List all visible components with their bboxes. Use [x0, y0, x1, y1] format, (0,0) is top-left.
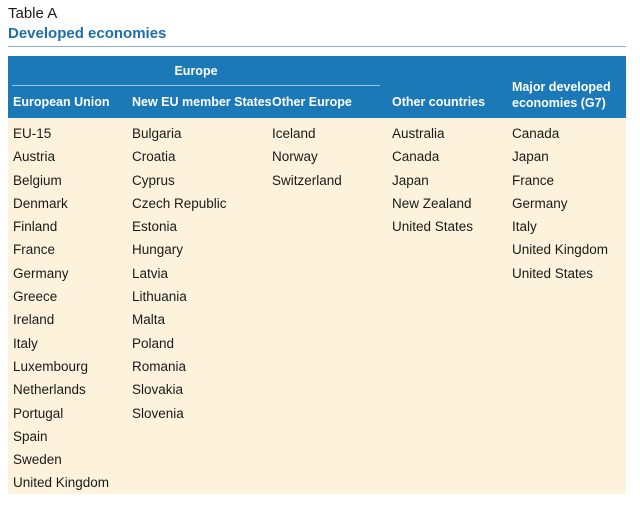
table-cell: Australia	[392, 126, 445, 141]
table-cell: Hungary	[132, 242, 184, 258]
column-header-other-countries: Other countries	[392, 95, 486, 109]
table-cell: Luxembourg	[13, 358, 89, 374]
table-cell: Ireland	[13, 312, 55, 328]
caption-divider	[8, 46, 626, 47]
table-cell: Japan	[512, 149, 549, 165]
table-cell: Japan	[392, 172, 429, 188]
table-cell: Germany	[512, 195, 568, 211]
table-cell: Austria	[13, 149, 56, 165]
table-cell: Lithuania	[132, 289, 187, 305]
table-cell: Sweden	[13, 452, 62, 468]
table-cell: Cyprus	[132, 172, 175, 188]
table-cell: Slovakia	[132, 382, 184, 398]
table-cell: Italy	[13, 335, 38, 351]
column-new-eu-member-states: Bulgaria Croatia Cyprus Czech Republic Eston…	[132, 122, 227, 425]
table-cell: Bulgaria	[132, 126, 182, 141]
table-cell: Estonia	[132, 219, 178, 235]
table-cell: Norway	[272, 149, 318, 165]
table-cell: New Zealand	[392, 195, 472, 211]
table-cell: Switzerland	[272, 172, 342, 188]
group-header-europe: Europe	[174, 64, 218, 78]
table-cell: France	[13, 242, 56, 258]
table-cell: Portugal	[13, 405, 64, 421]
table-cell: Poland	[132, 335, 175, 351]
table-cell: Spain	[13, 428, 48, 444]
table-cell: Belgium	[13, 172, 62, 188]
column-g7: Canada Japan France Germany Italy United King…	[512, 122, 608, 285]
table-cell: Slovenia	[132, 405, 184, 421]
table-cell: Malta	[132, 312, 166, 328]
developed-economies-table: Europe European Union New EU member Stat…	[8, 56, 626, 494]
table-cell: United Kingdom	[512, 242, 609, 258]
table-cell: Italy	[512, 219, 537, 235]
table-cell: Iceland	[272, 126, 316, 141]
table-title: Developed economies	[8, 25, 167, 42]
table-cell: Netherlands	[13, 382, 86, 398]
table-cell: Finland	[13, 219, 58, 235]
column-header-g7: Major developed economies (G7)	[512, 80, 611, 110]
column-other-europe: Iceland Norway Switzerland	[272, 122, 342, 192]
table-cell: Latvia	[132, 265, 169, 281]
table-cell: Croatia	[132, 149, 176, 165]
table-header: Europe European Union New EU member Stat…	[8, 56, 626, 118]
table-cell: Czech Republic	[132, 195, 227, 211]
table-cell: United States	[512, 265, 594, 281]
table-cell: United Kingdom	[13, 475, 110, 491]
table-cell: Germany	[13, 265, 69, 281]
table-label: Table A	[8, 5, 58, 22]
column-header-new-eu-member-states: New EU member States	[132, 95, 272, 109]
column-european-union: EU-15 Austria Belgium Denmark Finland France G…	[13, 122, 109, 495]
column-header-european-union: European Union	[13, 95, 110, 109]
table-cell: Canada	[512, 126, 560, 141]
table-cell: Greece	[13, 289, 58, 305]
group-header-divider	[12, 85, 380, 86]
table-cell: EU-15	[13, 126, 52, 141]
table-cell: Canada	[392, 149, 440, 165]
table-cell: Denmark	[13, 195, 68, 211]
table-cell: United States	[392, 219, 474, 235]
column-other-countries: Australia Canada Japan New Zealand United St…	[392, 122, 473, 238]
table-cell: Romania	[132, 358, 187, 374]
table-caption: Table A Developed economies	[8, 4, 628, 43]
table-cell: France	[512, 172, 555, 188]
column-header-other-europe: Other Europe	[272, 95, 352, 109]
